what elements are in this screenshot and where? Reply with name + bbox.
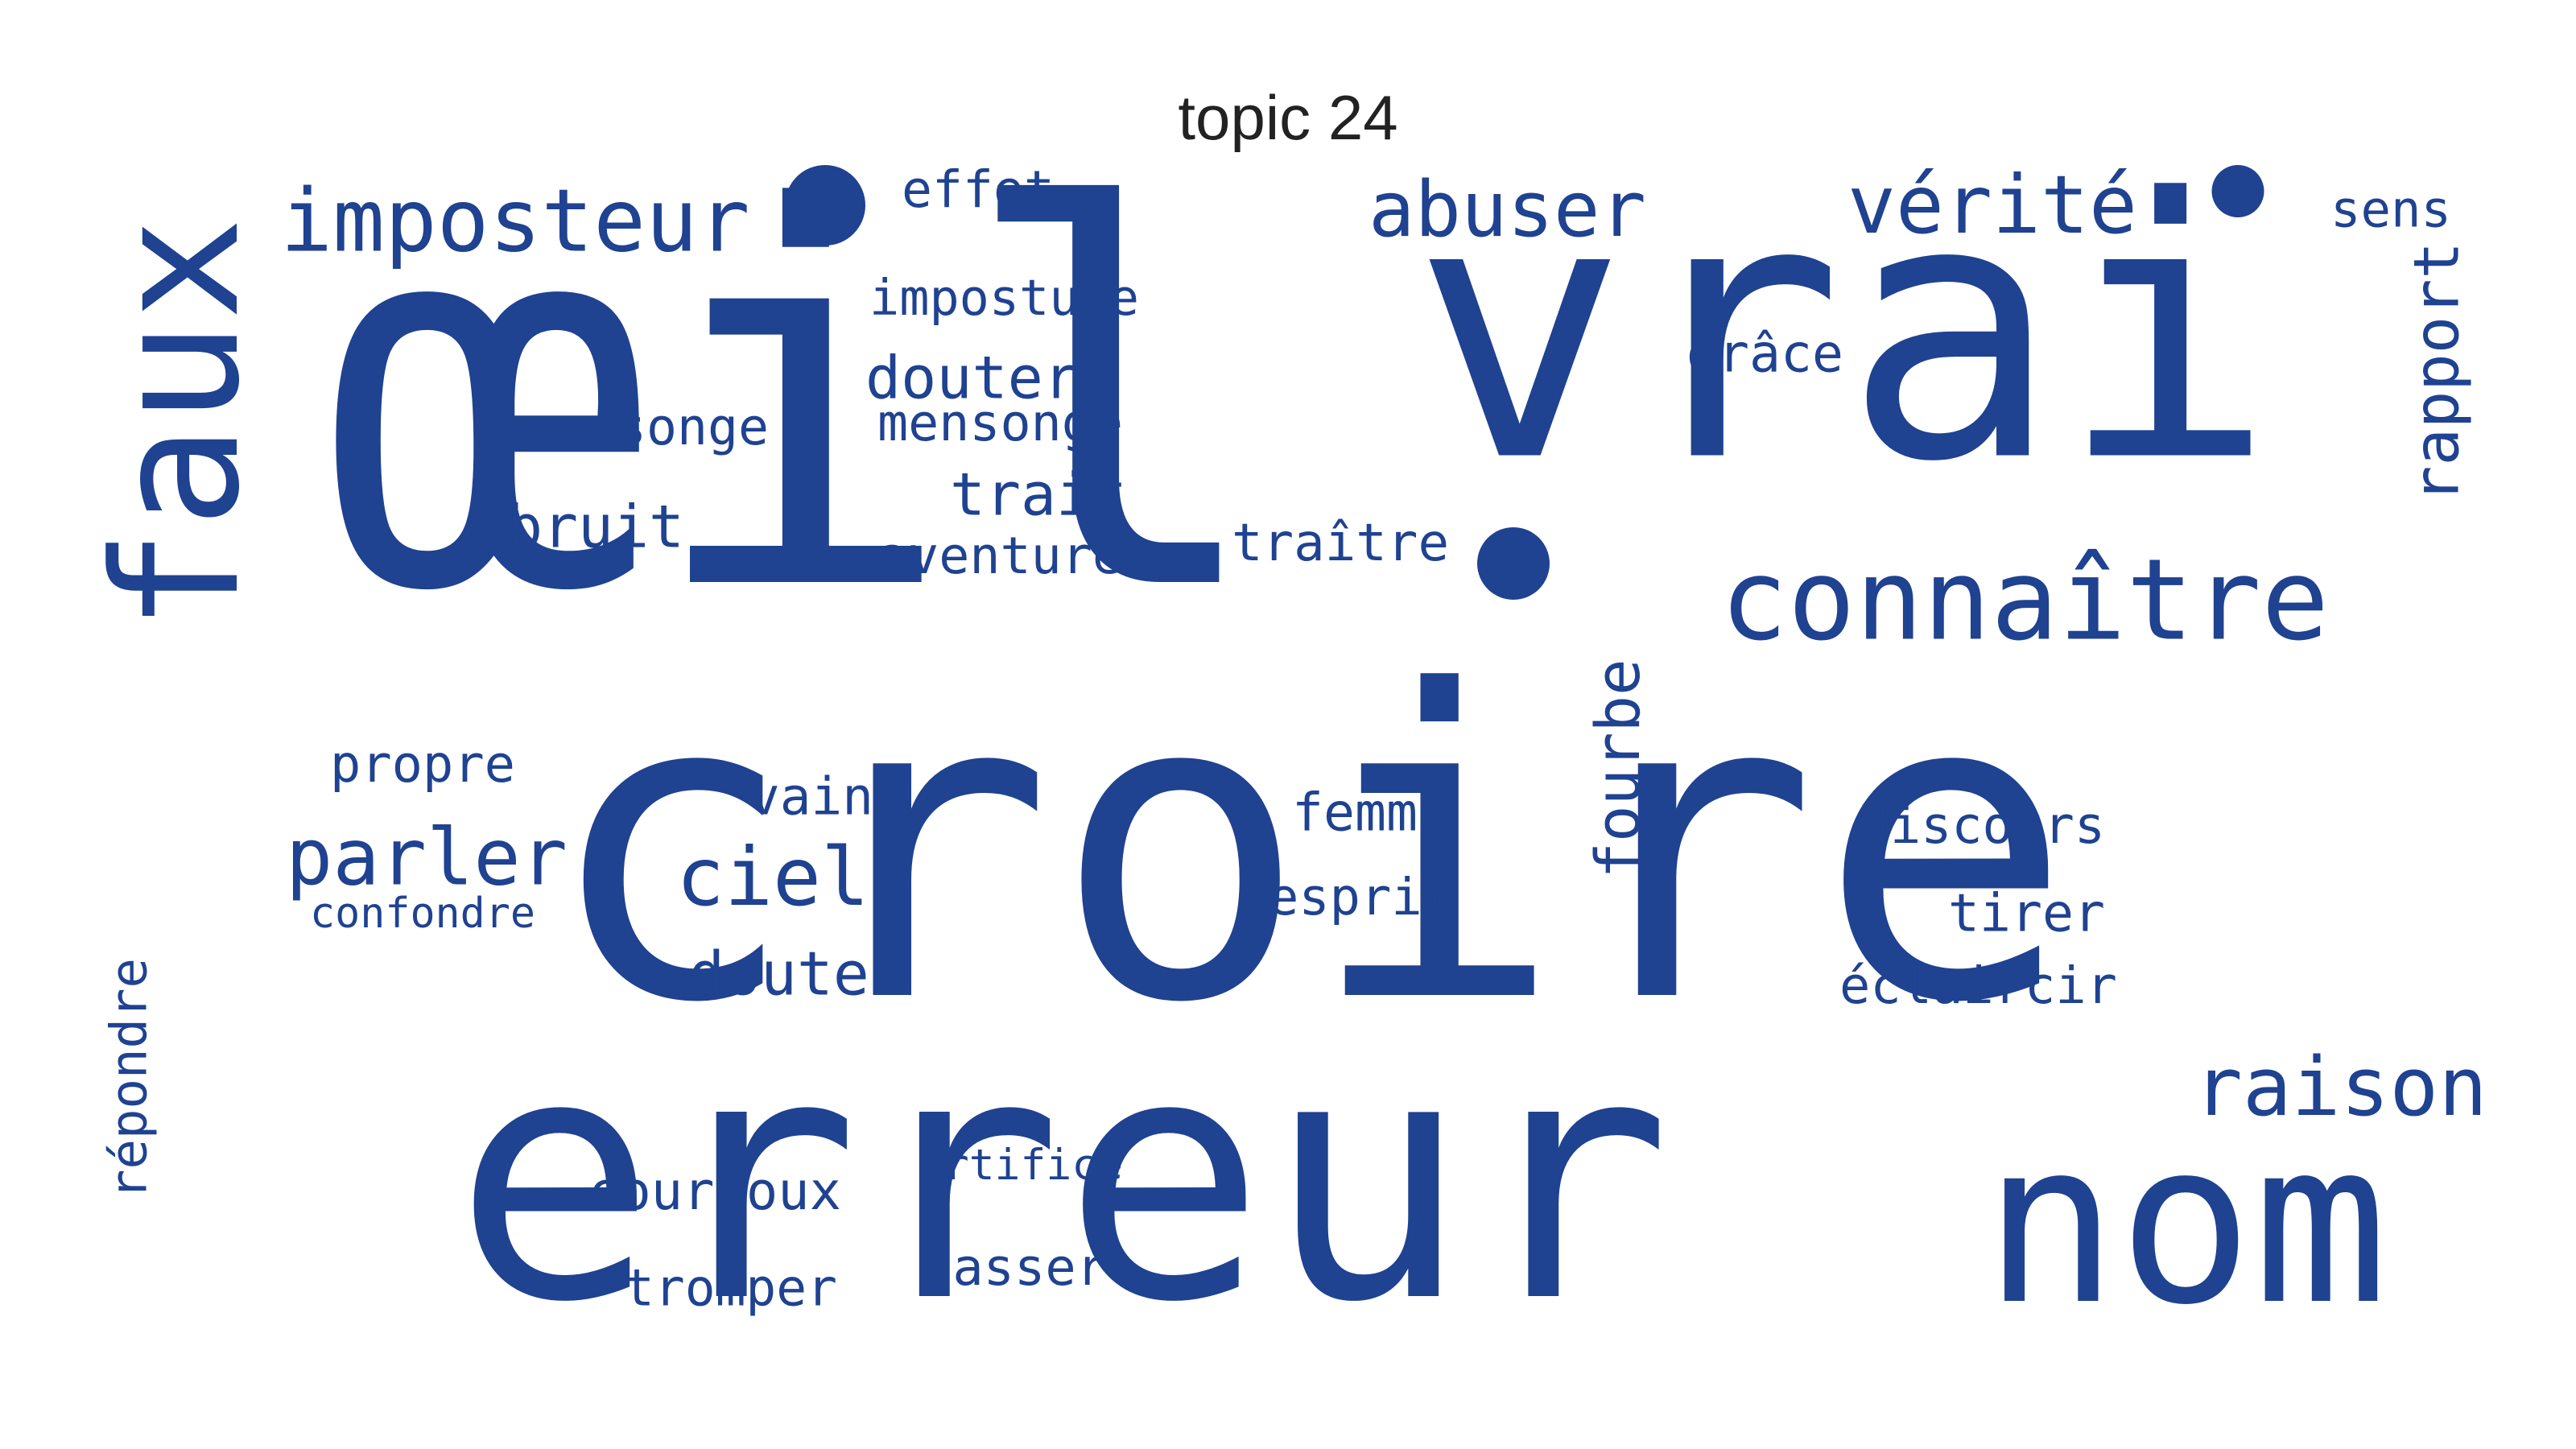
word-doute: doute [688, 939, 869, 1009]
word-propre: propre [330, 735, 515, 795]
word-connaitre: connaître [1720, 535, 2329, 666]
word-tromper: tromper [624, 1259, 837, 1318]
word-dot-40 [785, 165, 865, 246]
word-faux: faux [76, 217, 278, 633]
word-songe: songe [616, 397, 769, 456]
word-grace: grâce [1686, 324, 1843, 385]
word-parler: parler [286, 812, 568, 903]
word-mensonge: mensonge [877, 393, 1123, 452]
chart-title: topic 24 [1178, 82, 1398, 153]
word-passer: passer [922, 1238, 1107, 1298]
word-imposteur: imposteur [280, 171, 749, 272]
word-nom: nom [1984, 1093, 2388, 1354]
word-aventure: aventure [877, 526, 1123, 585]
word-dot-42 [1477, 527, 1550, 600]
word-croire: croire [543, 603, 2074, 1096]
word-confondre: confondre [310, 890, 535, 938]
word-bruit: bruit [507, 493, 684, 562]
word-repondre: répondre [100, 958, 159, 1199]
word-esprit: esprit [1268, 868, 1453, 927]
word-courroux: courroux [588, 1161, 841, 1222]
word-vain: vain [749, 767, 873, 828]
word-erreur: erreur [453, 983, 1671, 1376]
word-discours: discours [1860, 795, 2105, 855]
word-abuser: abuser [1368, 164, 1646, 254]
word-verite: vérité [1847, 159, 2137, 252]
word-eclaircir: éclaircir [1839, 956, 2117, 1016]
word-artifice: artifice [918, 1141, 1123, 1190]
word-traitre: traître [1232, 514, 1449, 573]
word-effet: effet [902, 159, 1055, 219]
word-douter: douter [865, 345, 1079, 413]
word-rapport: rapport [2401, 242, 2474, 503]
word-raison: raison [2194, 1039, 2487, 1134]
word-trait: trait [950, 461, 1127, 530]
word-vrai: vrai [1412, 124, 2275, 541]
word-femme: femme [1292, 783, 1449, 844]
word-sens: sens [2330, 180, 2451, 239]
word-dot-41 [2211, 165, 2264, 217]
word-fourbe: fourbe [1583, 658, 1653, 878]
word-ciel: ciel [676, 831, 869, 924]
word-tirer: tirer [1948, 884, 2105, 944]
word-imposture: imposture [869, 269, 1139, 327]
